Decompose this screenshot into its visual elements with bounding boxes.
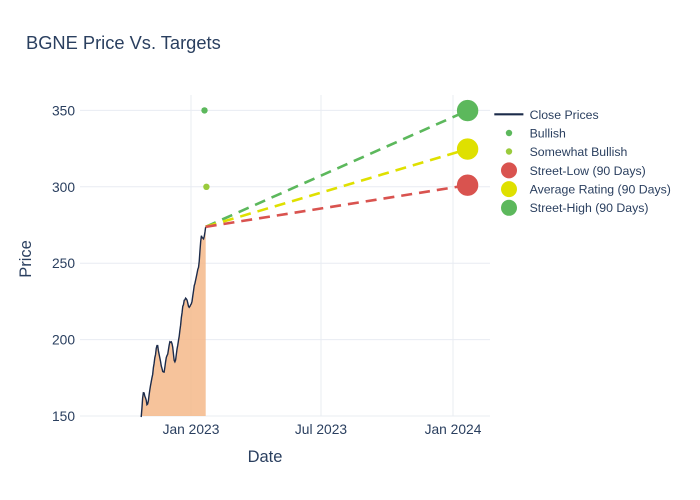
svg-text:Price: Price xyxy=(17,240,35,278)
svg-text:Somewhat Bullish: Somewhat Bullish xyxy=(530,145,628,159)
svg-text:Street-Low (90 Days): Street-Low (90 Days) xyxy=(530,164,646,178)
svg-text:150: 150 xyxy=(52,409,75,424)
svg-text:Bullish: Bullish xyxy=(530,126,566,140)
svg-text:300: 300 xyxy=(52,180,75,195)
svg-text:Jul 2023: Jul 2023 xyxy=(295,422,347,437)
svg-text:200: 200 xyxy=(52,333,75,348)
svg-text:250: 250 xyxy=(52,256,75,271)
svg-text:Date: Date xyxy=(248,448,283,466)
svg-text:350: 350 xyxy=(52,103,75,118)
svg-text:Jan 2024: Jan 2024 xyxy=(425,422,482,437)
svg-text:Street-High (90 Days): Street-High (90 Days) xyxy=(530,201,649,215)
svg-text:Jan 2023: Jan 2023 xyxy=(163,422,220,437)
svg-text:Average Rating (90 Days): Average Rating (90 Days) xyxy=(530,183,671,197)
svg-text:Close Prices: Close Prices xyxy=(530,108,599,122)
